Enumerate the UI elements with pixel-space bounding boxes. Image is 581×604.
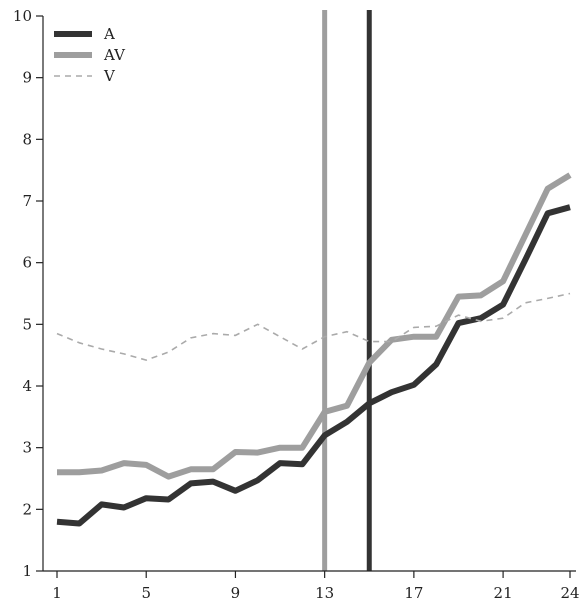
x-ticks: 1 5 9 13 17 21 24 (52, 571, 580, 602)
reference-lines (322, 10, 372, 571)
x-tick-label: 1 (52, 584, 62, 602)
y-tick-label: 3 (22, 439, 32, 457)
legend-label-av: AV (103, 46, 126, 64)
y-tick-label: 10 (13, 7, 32, 25)
x-tick-label: 24 (560, 584, 579, 602)
x-tick-label: 17 (404, 584, 423, 602)
series-line-av (57, 172, 572, 480)
x-tick-label: 21 (494, 584, 513, 602)
y-ticks: 1 2 3 4 5 6 7 8 9 10 (13, 7, 43, 580)
y-tick-label: 7 (22, 192, 32, 210)
y-tick-label: 1 (22, 562, 32, 580)
x-tick-label: 13 (315, 584, 334, 602)
series-line-v (56, 292, 571, 361)
y-tick-label: 9 (22, 69, 32, 87)
series-lines (56, 172, 572, 527)
legend-label-v: V (103, 67, 116, 85)
y-tick-label: 6 (22, 254, 32, 272)
legend-label-a: A (103, 25, 115, 43)
axes (42, 16, 576, 572)
y-tick-label: 8 (22, 130, 32, 148)
x-tick-label: 9 (231, 584, 241, 602)
y-tick-label: 2 (22, 500, 32, 518)
legend: A AV V (54, 25, 126, 85)
y-tick-label: 5 (22, 315, 32, 333)
x-tick-label: 5 (141, 584, 151, 602)
series-line-a (56, 204, 571, 527)
y-tick-label: 4 (22, 377, 32, 395)
